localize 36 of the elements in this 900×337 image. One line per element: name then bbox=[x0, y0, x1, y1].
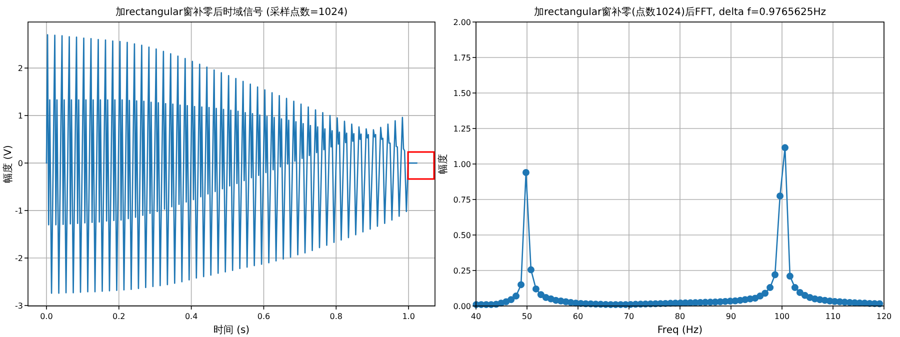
y-tick-label: 0.25 bbox=[453, 266, 471, 276]
x-tick-label: 70 bbox=[624, 312, 634, 321]
x-tick-label: 0.8 bbox=[330, 312, 343, 321]
x-tick-label: 80 bbox=[674, 312, 686, 321]
y-tick-label: 1.25 bbox=[453, 124, 471, 134]
x-tick-label: 0.6 bbox=[257, 312, 270, 321]
x-tick-label: 90 bbox=[726, 312, 736, 321]
y-tick-label: 0.75 bbox=[453, 196, 471, 204]
y-axis-title: 幅度 (V) bbox=[2, 144, 14, 183]
y-tick-label: 1 bbox=[18, 112, 23, 121]
y-tick-label: 1.00 bbox=[453, 160, 471, 169]
x-tick-label: 1.0 bbox=[402, 312, 415, 321]
y-tick-label: -1 bbox=[15, 206, 23, 216]
y-tick-label: -2 bbox=[15, 254, 23, 264]
x-tick-label: 0.0 bbox=[40, 312, 53, 321]
x-axis-title: 时间 (s) bbox=[213, 324, 250, 336]
y-tick-label: 0 bbox=[18, 159, 23, 168]
y-tick-label: 2 bbox=[18, 64, 23, 74]
x-tick-label: 120 bbox=[876, 312, 892, 321]
y-tick-label: 2.00 bbox=[453, 18, 471, 27]
y-tick-label: 0.00 bbox=[453, 302, 471, 311]
x-axis-title: Freq (Hz) bbox=[657, 325, 703, 336]
x-tick-label: 50 bbox=[522, 312, 532, 321]
chart-title: 加rectangular窗补零(点数1024)后FFT, delta f=0.9765625Hz bbox=[534, 6, 826, 18]
x-tick-label: 0.2 bbox=[112, 312, 126, 321]
y-tick-label: -3 bbox=[15, 302, 23, 311]
x-tick-label: 60 bbox=[572, 312, 584, 321]
y-tick-label: 0.50 bbox=[453, 231, 471, 240]
y-tick-label: 1.50 bbox=[453, 89, 471, 98]
x-tick-label: 110 bbox=[825, 312, 841, 321]
chart-title: 加rectangular窗补零后时域信号 (采样点数=1024) bbox=[115, 6, 348, 18]
x-tick-label: 0.4 bbox=[184, 312, 198, 321]
x-tick-label: 40 bbox=[470, 312, 482, 321]
y-tick-label: 1.75 bbox=[453, 54, 471, 62]
x-tick-label: 100 bbox=[774, 312, 790, 321]
y-axis-title: 幅度 bbox=[437, 154, 449, 174]
